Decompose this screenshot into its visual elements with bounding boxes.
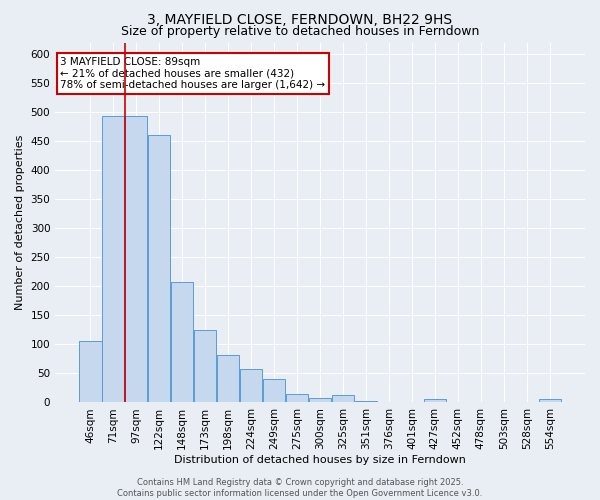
X-axis label: Distribution of detached houses by size in Ferndown: Distribution of detached houses by size … — [174, 455, 466, 465]
Y-axis label: Number of detached properties: Number of detached properties — [15, 135, 25, 310]
Bar — [309, 398, 331, 402]
Bar — [217, 355, 239, 403]
Bar — [171, 282, 193, 403]
Text: 3, MAYFIELD CLOSE, FERNDOWN, BH22 9HS: 3, MAYFIELD CLOSE, FERNDOWN, BH22 9HS — [148, 12, 452, 26]
Bar — [102, 116, 124, 403]
Text: Size of property relative to detached houses in Ferndown: Size of property relative to detached ho… — [121, 25, 479, 38]
Text: Contains HM Land Registry data © Crown copyright and database right 2025.
Contai: Contains HM Land Registry data © Crown c… — [118, 478, 482, 498]
Bar — [263, 379, 285, 402]
Bar — [148, 136, 170, 402]
Bar — [194, 330, 217, 402]
Bar — [539, 399, 561, 402]
Bar — [424, 399, 446, 402]
Bar — [286, 394, 308, 402]
Bar — [79, 342, 101, 402]
Text: 3 MAYFIELD CLOSE: 89sqm
← 21% of detached houses are smaller (432)
78% of semi-d: 3 MAYFIELD CLOSE: 89sqm ← 21% of detache… — [61, 57, 326, 90]
Bar — [332, 396, 354, 402]
Bar — [240, 369, 262, 402]
Bar — [125, 116, 148, 403]
